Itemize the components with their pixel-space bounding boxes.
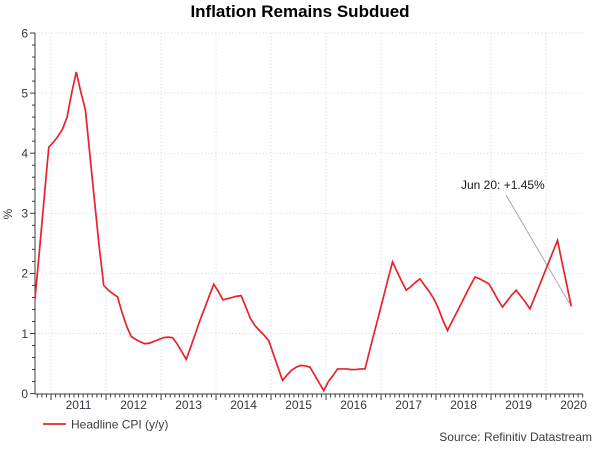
x-year-label: 2016 [340, 398, 367, 412]
x-axis-ticks [36, 394, 584, 400]
y-tick-label: 0 [21, 387, 28, 401]
y-tick-label: 3 [21, 207, 28, 221]
y-tick-label: 4 [21, 147, 28, 161]
y-axis-labels: 0 1 2 3 4 5 6 [21, 26, 28, 401]
x-year-label: 2014 [230, 398, 257, 412]
x-year-label: 2015 [285, 398, 312, 412]
gridlines [35, 32, 583, 394]
legend-label: Headline CPI (y/y) [71, 418, 168, 432]
y-tick-label: 2 [21, 267, 28, 281]
cpi-line-series [34, 71, 573, 393]
legend: Headline CPI (y/y) [43, 418, 168, 432]
x-year-label: 2019 [505, 398, 532, 412]
x-year-label: 2012 [120, 398, 147, 412]
x-year-label: 2013 [175, 398, 202, 412]
x-year-label: 2020 [560, 398, 587, 412]
chart-title: Inflation Remains Subdued [190, 2, 409, 21]
source-credit: Source: Refinitiv Datastream [439, 430, 592, 444]
annotation-leader-line [505, 194, 570, 304]
y-tick-label: 5 [21, 86, 28, 100]
x-year-label: 2018 [450, 398, 477, 412]
annotation-label: Jun 20: +1.45% [461, 178, 545, 192]
y-tick-label: 6 [21, 26, 28, 40]
x-year-label: 2011 [66, 398, 92, 412]
x-year-label: 2017 [395, 398, 422, 412]
y-axis-title: % [1, 208, 15, 219]
y-axis-ticks [30, 32, 35, 395]
x-axis-year-labels: 2011 2012 2013 2014 2015 2016 2017 2018 2019 2020 [66, 398, 588, 412]
y-tick-label: 1 [21, 327, 28, 341]
